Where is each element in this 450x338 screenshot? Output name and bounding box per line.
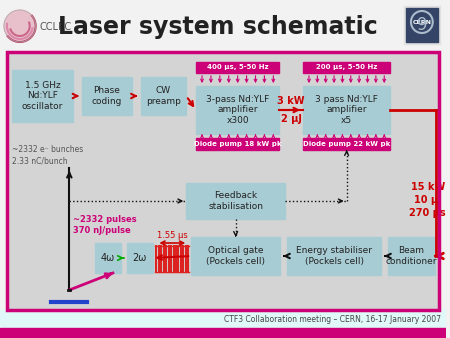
Bar (287, 237, 381, 275)
Text: 3 pass Nd:YLF
amplifier
x5: 3 pass Nd:YLF amplifier x5 (315, 95, 378, 125)
Text: CTF3 Collaboration meeting – CERN, 16-17 January 2007: CTF3 Collaboration meeting – CERN, 16-17… (224, 314, 441, 323)
Circle shape (411, 11, 433, 33)
Text: CERN: CERN (412, 20, 432, 24)
Text: ~2332 pulses
370 nJ/pulse: ~2332 pulses 370 nJ/pulse (73, 215, 137, 235)
Bar (196, 138, 279, 150)
Text: 200 μs, 5-50 Hz: 200 μs, 5-50 Hz (316, 65, 377, 71)
Bar (0, 0, 446, 52)
Text: 2 μJ: 2 μJ (281, 114, 302, 124)
Text: ~2332 e⁻ bunches
2.33 nC/bunch: ~2332 e⁻ bunches 2.33 nC/bunch (12, 145, 83, 165)
Text: CCLRC: CCLRC (40, 22, 72, 32)
Bar (127, 243, 153, 273)
Bar (406, 8, 438, 42)
Bar (82, 77, 132, 115)
Text: CW
preamp: CW preamp (146, 86, 181, 106)
Bar (404, 6, 440, 44)
Bar (303, 62, 390, 73)
Text: Energy stabiliser
(Pockels cell): Energy stabiliser (Pockels cell) (296, 246, 372, 266)
Bar (303, 138, 390, 150)
Bar (0, 328, 446, 338)
Text: Optical gate
(Pockels cell): Optical gate (Pockels cell) (206, 246, 265, 266)
Text: Feedback
stabilisation: Feedback stabilisation (208, 191, 263, 211)
Bar (140, 77, 186, 115)
Text: Laser system schematic: Laser system schematic (58, 15, 378, 39)
Bar (12, 70, 73, 122)
Text: 3-pass Nd:YLF
amplifier
x300: 3-pass Nd:YLF amplifier x300 (206, 95, 269, 125)
Text: 2ω: 2ω (132, 253, 147, 263)
Bar (303, 86, 390, 134)
Text: 9: 9 (417, 16, 427, 34)
Text: 15 kW
10 μJ
270 μs: 15 kW 10 μJ 270 μs (410, 182, 446, 218)
Text: 1.5 GHz
Nd:YLF
oscillator: 1.5 GHz Nd:YLF oscillator (22, 81, 63, 111)
Bar (95, 243, 121, 273)
Text: 400 μs, 5-50 Hz: 400 μs, 5-50 Hz (207, 65, 269, 71)
Circle shape (4, 10, 36, 42)
Text: 3 kW: 3 kW (277, 96, 305, 106)
Text: Diode pump 18 kW pk: Diode pump 18 kW pk (194, 141, 282, 147)
Text: 1.55 μs: 1.55 μs (157, 231, 188, 240)
Bar (191, 237, 280, 275)
Bar (7, 52, 439, 310)
Bar (388, 237, 435, 275)
Text: Phase
coding: Phase coding (92, 86, 122, 106)
Text: 4ω: 4ω (101, 253, 115, 263)
Text: Diode pump 22 kW pk: Diode pump 22 kW pk (303, 141, 390, 147)
Bar (0, 310, 446, 328)
Bar (186, 183, 285, 219)
Bar (7, 52, 439, 310)
Bar (196, 62, 279, 73)
Text: Beam
conditioner: Beam conditioner (386, 246, 437, 266)
Bar (196, 86, 279, 134)
